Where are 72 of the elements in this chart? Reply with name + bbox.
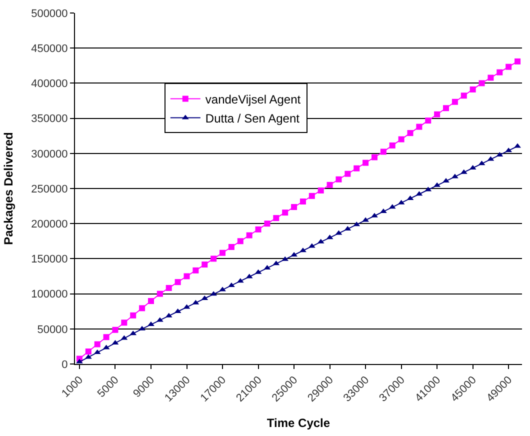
y-tick-label: 100000 (31, 288, 68, 301)
point (264, 220, 270, 227)
point (174, 279, 181, 286)
y-tick-label: 400000 (31, 78, 68, 90)
point (94, 341, 100, 348)
point (389, 142, 396, 148)
point (202, 262, 208, 268)
point (452, 98, 458, 105)
point (442, 178, 450, 183)
point (85, 348, 92, 354)
point (300, 198, 306, 204)
point (130, 312, 136, 318)
point (273, 215, 280, 222)
point (514, 58, 521, 64)
y-tick-label: 150000 (31, 254, 68, 266)
point (371, 212, 378, 218)
point (425, 118, 432, 124)
point (434, 111, 440, 118)
point (220, 250, 226, 256)
point (139, 305, 146, 312)
y-tick-label: 450000 (31, 42, 68, 55)
legend-label: Dutta / Sen Agent (205, 111, 300, 126)
point (326, 182, 333, 188)
point (478, 80, 485, 86)
point (282, 210, 288, 216)
point (148, 322, 154, 326)
point (184, 273, 190, 280)
y-tick-label: 250000 (31, 183, 68, 196)
y-tick-label: 350000 (31, 113, 68, 126)
point (192, 267, 199, 274)
y-tick-label: 50000 (37, 324, 68, 336)
point (148, 298, 154, 304)
point (210, 256, 217, 262)
point (112, 326, 118, 333)
point (76, 358, 83, 364)
point (237, 238, 244, 244)
point (156, 290, 163, 297)
point (407, 130, 414, 136)
point (290, 252, 298, 256)
point (496, 69, 503, 76)
point (344, 170, 351, 177)
point (354, 165, 360, 172)
legend-label: vandeVijsel Agent (205, 92, 302, 106)
point (380, 148, 386, 155)
point (219, 286, 226, 292)
point (371, 154, 378, 160)
point (398, 136, 404, 142)
y-axis-title: Packages Delivered (1, 132, 16, 245)
point (488, 74, 494, 81)
point (121, 320, 128, 326)
point (255, 226, 262, 232)
y-tick-label: 0 (62, 358, 68, 371)
y-tick-label: 300000 (31, 148, 68, 160)
point (514, 143, 521, 148)
point (246, 232, 252, 238)
point (506, 64, 512, 70)
point (228, 244, 234, 250)
point (291, 204, 298, 210)
point (362, 160, 369, 166)
point (103, 334, 110, 340)
point (308, 192, 315, 199)
y-tick-label: 200000 (31, 218, 68, 230)
point (460, 92, 467, 99)
x-axis-title: Time Cycle (266, 416, 330, 430)
point (166, 284, 172, 291)
point (318, 187, 324, 194)
point (443, 105, 450, 112)
y-tick-label: 500000 (31, 8, 68, 20)
point (470, 86, 476, 92)
point (416, 124, 422, 130)
point (300, 248, 306, 252)
point (336, 176, 342, 182)
